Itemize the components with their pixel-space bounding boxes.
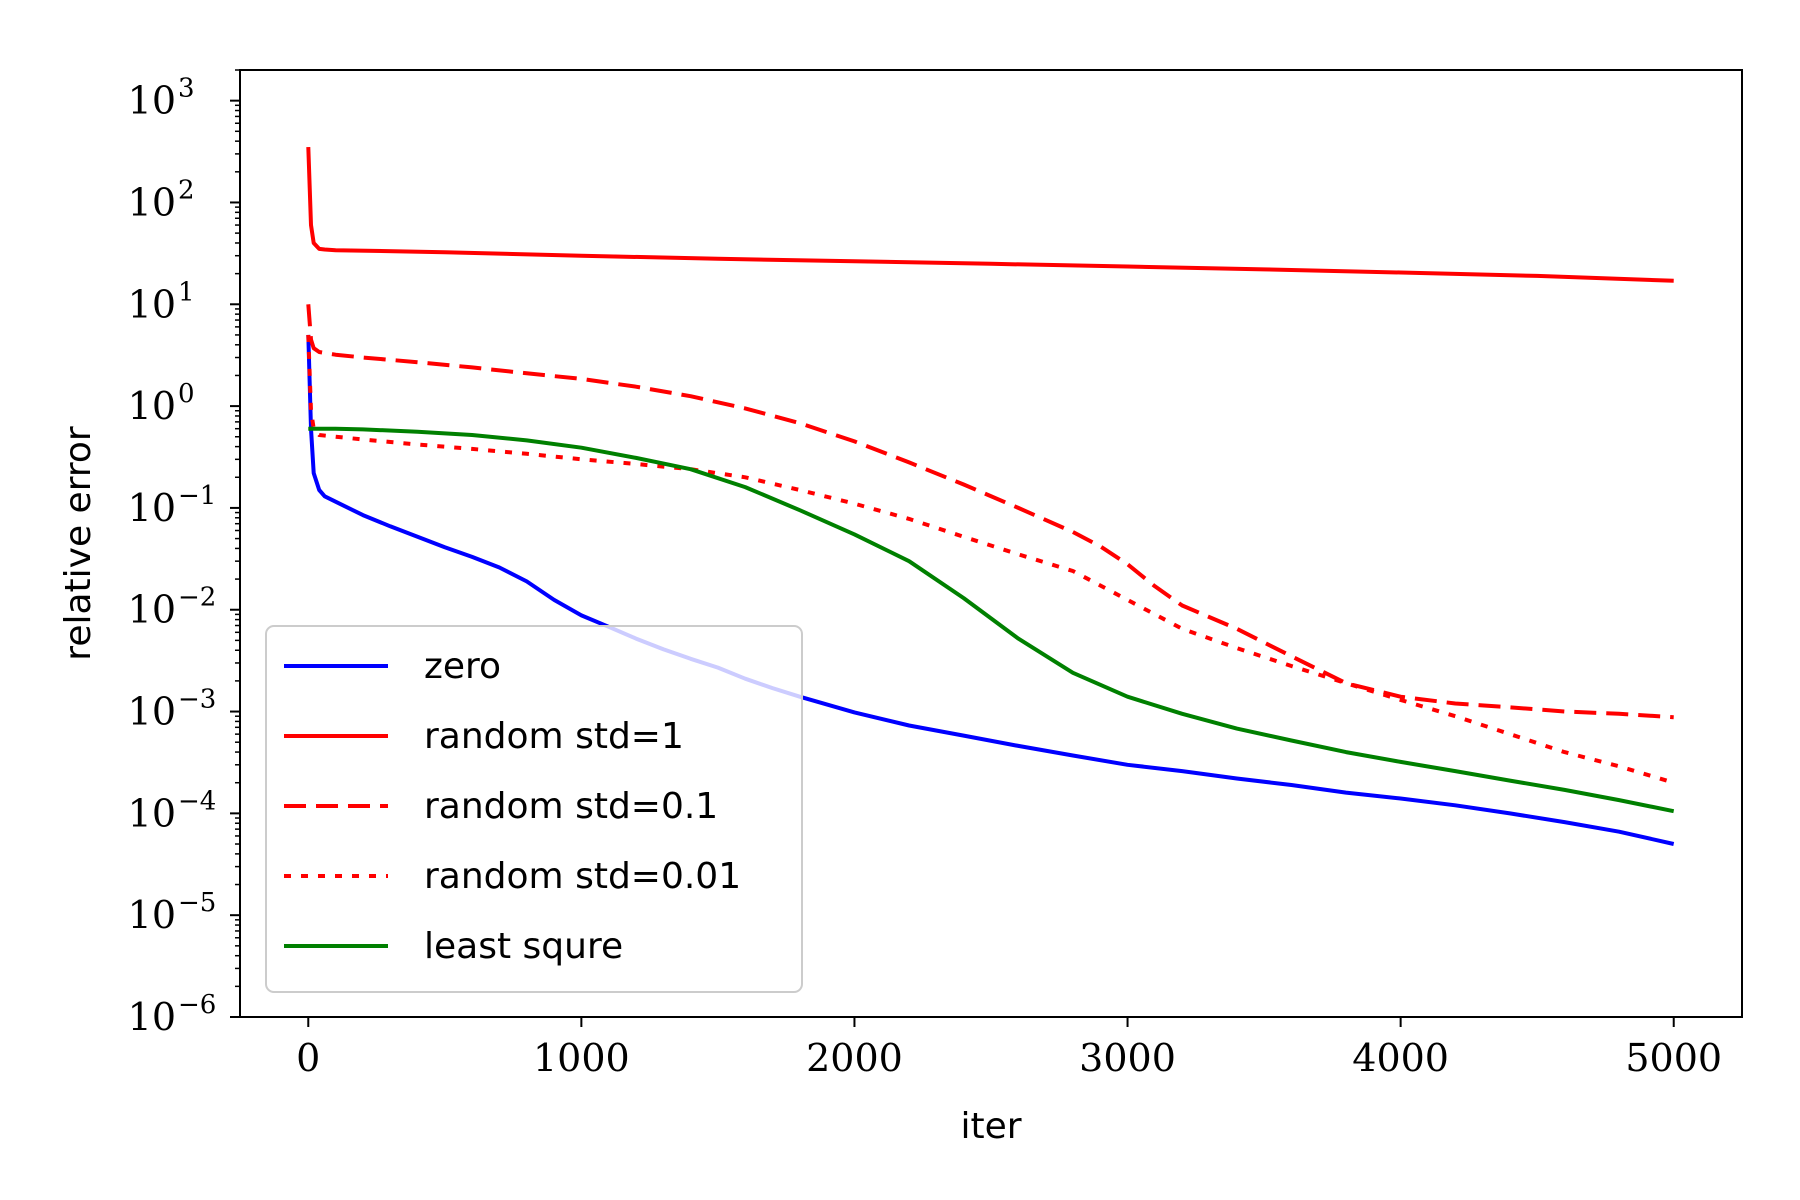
legend-label: zero xyxy=(424,646,501,687)
y-tick-label: 10 xyxy=(128,282,176,326)
series-line-1 xyxy=(306,147,1674,283)
y-tick-exponent: −5 xyxy=(178,888,216,918)
x-tick-label: 0 xyxy=(296,1036,320,1080)
x-tick-label: 4000 xyxy=(1352,1036,1449,1080)
y-tick-exponent: −2 xyxy=(178,583,216,613)
series-line-2 xyxy=(306,304,1674,720)
y-tick-exponent: −3 xyxy=(178,685,216,715)
y-tick-exponent: 1 xyxy=(178,277,195,307)
y-tick-exponent: −4 xyxy=(178,786,216,816)
y-tick-label: 10 xyxy=(128,79,176,123)
y-tick-label: 10 xyxy=(128,588,176,632)
y-tick-label: 10 xyxy=(128,486,176,530)
y-tick-label: 10 xyxy=(128,995,176,1039)
x-tick-label: 5000 xyxy=(1625,1036,1722,1080)
series-line-3 xyxy=(306,334,1675,785)
y-axis-title: relative error xyxy=(58,426,99,661)
x-tick-label: 1000 xyxy=(533,1036,630,1080)
x-tick-label: 2000 xyxy=(806,1036,903,1080)
y-tick-label: 10 xyxy=(128,384,176,428)
legend: zero random std=1 random std=0.1 random std… xyxy=(265,625,803,993)
legend-box xyxy=(265,625,803,993)
y-tick-exponent: −1 xyxy=(178,481,216,511)
y-tick-label: 10 xyxy=(128,690,176,734)
legend-label: random std=0.01 xyxy=(424,856,741,897)
series-line-4 xyxy=(308,426,1675,814)
plot-area-frame xyxy=(239,69,1743,1018)
legend-label: random std=0.1 xyxy=(424,786,718,827)
legend-label: least squre xyxy=(424,926,623,967)
y-tick-label: 10 xyxy=(128,893,176,937)
y-tick-exponent: 3 xyxy=(178,74,195,104)
y-tick-label: 10 xyxy=(128,791,176,835)
y-tick-exponent: 2 xyxy=(178,175,195,205)
legend-label: random std=1 xyxy=(424,716,684,757)
x-tick-label: 3000 xyxy=(1079,1036,1176,1080)
x-axis-title: iter xyxy=(960,1106,1021,1147)
y-tick-label: 10 xyxy=(128,180,176,224)
y-tick-exponent: −6 xyxy=(178,990,216,1020)
y-tick-exponent: 0 xyxy=(178,379,195,409)
